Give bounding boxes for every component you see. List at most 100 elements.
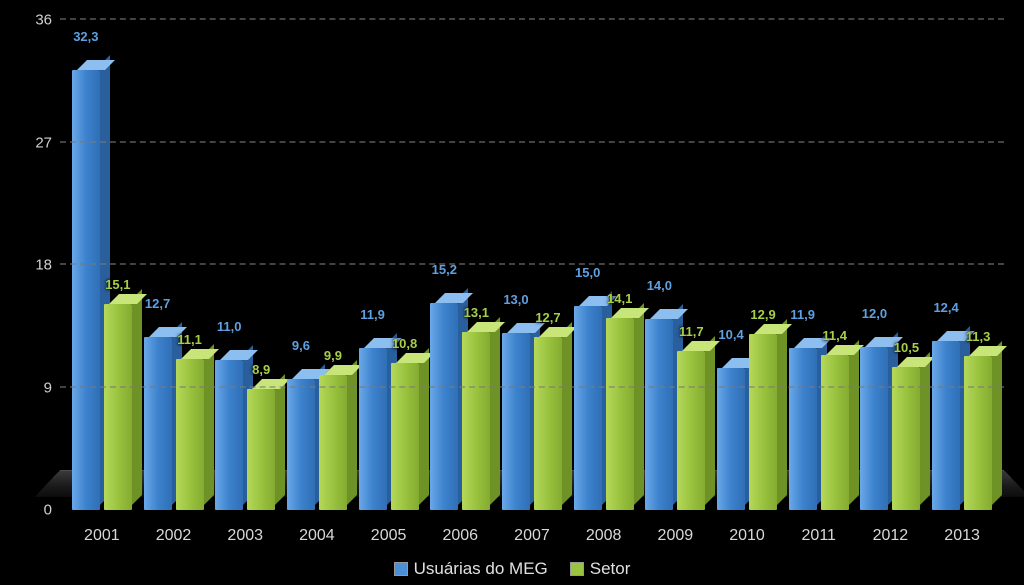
bar-value-label: 12,7 <box>535 310 560 325</box>
bar-usuarias: 11,9 <box>359 348 387 510</box>
bar-usuarias: 10,4 <box>717 368 745 510</box>
bar-group: 10,4 12,9 <box>711 20 783 510</box>
bar-group: 12,010,5 <box>855 20 927 510</box>
plot-area: 32,315,112,711,111,08,99,69,911,910,815,… <box>60 20 1004 510</box>
bar-setor: 11,7 <box>677 351 705 510</box>
bar-value-label: 11,4 <box>822 328 847 343</box>
bar-usuarias: 15,0 <box>574 306 602 510</box>
bar-front <box>104 304 132 510</box>
bar-front <box>287 379 315 510</box>
bar-value-label: 14,0 <box>647 278 672 293</box>
legend-swatch <box>570 562 584 576</box>
y-tick-label: 27 <box>35 134 52 151</box>
bar-setor: 11,4 <box>821 355 849 510</box>
bar-setor: 11,1 <box>176 359 204 510</box>
bar-front <box>717 368 745 510</box>
bar-front <box>677 351 705 510</box>
bar-front <box>932 341 960 510</box>
bar-side <box>992 341 1002 505</box>
bar-value-label: 13,1 <box>464 305 489 320</box>
gridline <box>60 386 1004 388</box>
legend: Usuárias do MEG Setor <box>0 559 1024 579</box>
bar-value-label: 11,9 <box>360 307 385 322</box>
bar-usuarias: 12,7 <box>144 337 172 510</box>
bar-front <box>749 334 777 510</box>
bar-value-label: 12,4 <box>933 300 958 315</box>
bar-value-label: 10,4 <box>718 327 743 342</box>
bar-usuarias: 12,4 <box>932 341 960 510</box>
x-tick-label: 2001 <box>66 527 138 545</box>
bar-value-label: 9,9 <box>324 348 342 363</box>
bar-front <box>892 367 920 510</box>
bar-front <box>606 318 634 510</box>
x-tick-label: 2010 <box>711 527 783 545</box>
x-tick-label: 2008 <box>568 527 640 545</box>
x-tick-label: 2009 <box>640 527 712 545</box>
x-tick-label: 2011 <box>783 527 855 545</box>
bar-usuarias: 11,9 <box>789 348 817 510</box>
legend-item: Usuárias do MEG <box>394 559 548 579</box>
bar-group: 9,69,9 <box>281 20 353 510</box>
bar-value-label: 11,3 <box>966 329 991 344</box>
bar-value-label: 11,9 <box>790 307 815 322</box>
bar-front <box>534 337 562 510</box>
bar-front <box>430 303 458 510</box>
legend-swatch <box>394 562 408 576</box>
y-tick-label: 36 <box>35 12 52 29</box>
bar-setor: 15,1 <box>104 304 132 510</box>
bar-value-label: 10,5 <box>894 340 919 355</box>
bar-group: 14,011,7 <box>640 20 712 510</box>
bar-usuarias: 11,0 <box>215 360 243 510</box>
x-tick-label: 2004 <box>281 527 353 545</box>
legend-label: Setor <box>590 559 631 579</box>
bar-usuarias: 13,0 <box>502 333 530 510</box>
y-tick-label: 18 <box>35 257 52 274</box>
y-tick-label: 9 <box>44 379 52 396</box>
x-tick-label: 2007 <box>496 527 568 545</box>
bar-group: 11,08,9 <box>209 20 281 510</box>
bar-group: 32,315,1 <box>66 20 138 510</box>
bar-value-label: 32,3 <box>73 29 98 44</box>
bar-front <box>359 348 387 510</box>
bar-front <box>319 375 347 510</box>
x-tick-label: 2002 <box>138 527 210 545</box>
bar-front <box>247 389 275 510</box>
bar-value-label: 11,7 <box>679 324 704 339</box>
bar-front <box>215 360 243 510</box>
chart-container: 09182736 32,315,112,711,111,08,99,69,911… <box>0 0 1024 585</box>
bar-front <box>789 348 817 510</box>
bar-value-label: 9,6 <box>292 338 310 353</box>
bar-usuarias: 14,0 <box>645 319 673 510</box>
bar-value-label: 11,1 <box>177 332 202 347</box>
legend-label: Usuárias do MEG <box>414 559 548 579</box>
x-tick-label: 2006 <box>424 527 496 545</box>
bar-setor: 14,1 <box>606 318 634 510</box>
x-tick-label: 2012 <box>855 527 927 545</box>
bar-front <box>860 347 888 510</box>
bar-setor: 13,1 <box>462 332 490 510</box>
bar-usuarias: 12,0 <box>860 347 888 510</box>
bar-group: 11,911,4 <box>783 20 855 510</box>
bar-front <box>821 355 849 510</box>
bar-usuarias: 9,6 <box>287 379 315 510</box>
bar-value-label: 12,9 <box>750 307 775 322</box>
x-tick-label: 2013 <box>926 527 998 545</box>
bar-group: 15,014,1 <box>568 20 640 510</box>
bar-front <box>574 306 602 510</box>
gridline <box>60 141 1004 143</box>
bar-usuarias: 32,3 <box>72 70 100 510</box>
x-axis-labels: 2001200220032004200520062007200820092010… <box>60 527 1004 545</box>
bar-value-label: 10,8 <box>392 336 417 351</box>
bar-setor: 8,9 <box>247 389 275 510</box>
bar-front <box>502 333 530 510</box>
bar-group: 13,0 12,7 <box>496 20 568 510</box>
x-tick-label: 2003 <box>209 527 281 545</box>
bar-front <box>964 356 992 510</box>
bar-setor: 10,5 <box>892 367 920 510</box>
bar-setor: 9,9 <box>319 375 347 510</box>
bar-front <box>645 319 673 510</box>
bar-value-label: 14,1 <box>607 291 632 306</box>
gridline <box>60 263 1004 265</box>
bar-group: 15,213,1 <box>424 20 496 510</box>
bar-value-label: 12,7 <box>145 296 170 311</box>
